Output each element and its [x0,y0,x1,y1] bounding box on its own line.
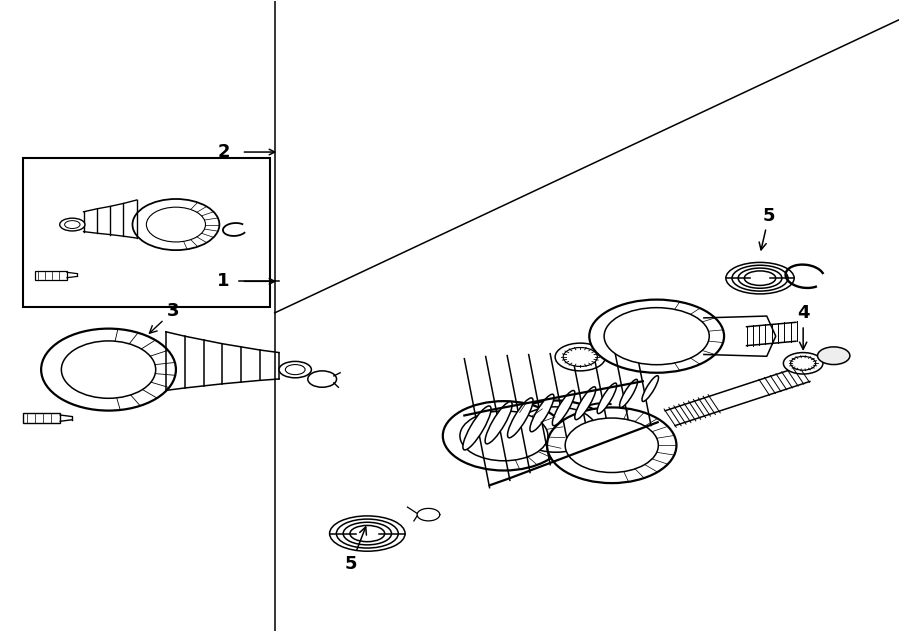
Ellipse shape [547,408,677,483]
Ellipse shape [598,383,616,413]
Ellipse shape [279,362,311,378]
Ellipse shape [65,221,80,229]
Ellipse shape [563,348,598,367]
Text: 3: 3 [149,302,179,333]
Bar [23,413,60,423]
Ellipse shape [285,365,305,375]
Text: 1: 1 [217,272,230,290]
Ellipse shape [485,401,512,444]
Ellipse shape [530,394,554,432]
Text: 4: 4 [796,304,809,349]
Ellipse shape [61,341,156,398]
Ellipse shape [604,308,709,365]
Text: 5: 5 [345,527,366,573]
Ellipse shape [642,375,659,401]
Ellipse shape [59,218,85,231]
Bar [35,270,67,279]
Ellipse shape [555,343,606,371]
Ellipse shape [817,347,850,365]
Ellipse shape [783,353,823,374]
Ellipse shape [619,379,637,408]
Bar [23,159,270,307]
Ellipse shape [790,356,815,370]
Ellipse shape [308,371,337,387]
Ellipse shape [460,411,548,461]
Ellipse shape [504,401,608,459]
Text: 2: 2 [217,143,230,161]
Ellipse shape [575,387,596,420]
Text: 5: 5 [760,207,775,250]
Ellipse shape [132,199,220,250]
Ellipse shape [443,401,565,470]
Ellipse shape [41,329,176,411]
Ellipse shape [553,391,575,426]
Ellipse shape [565,418,658,473]
Ellipse shape [590,300,724,373]
Ellipse shape [147,207,205,242]
Ellipse shape [508,398,533,438]
Ellipse shape [463,406,491,450]
